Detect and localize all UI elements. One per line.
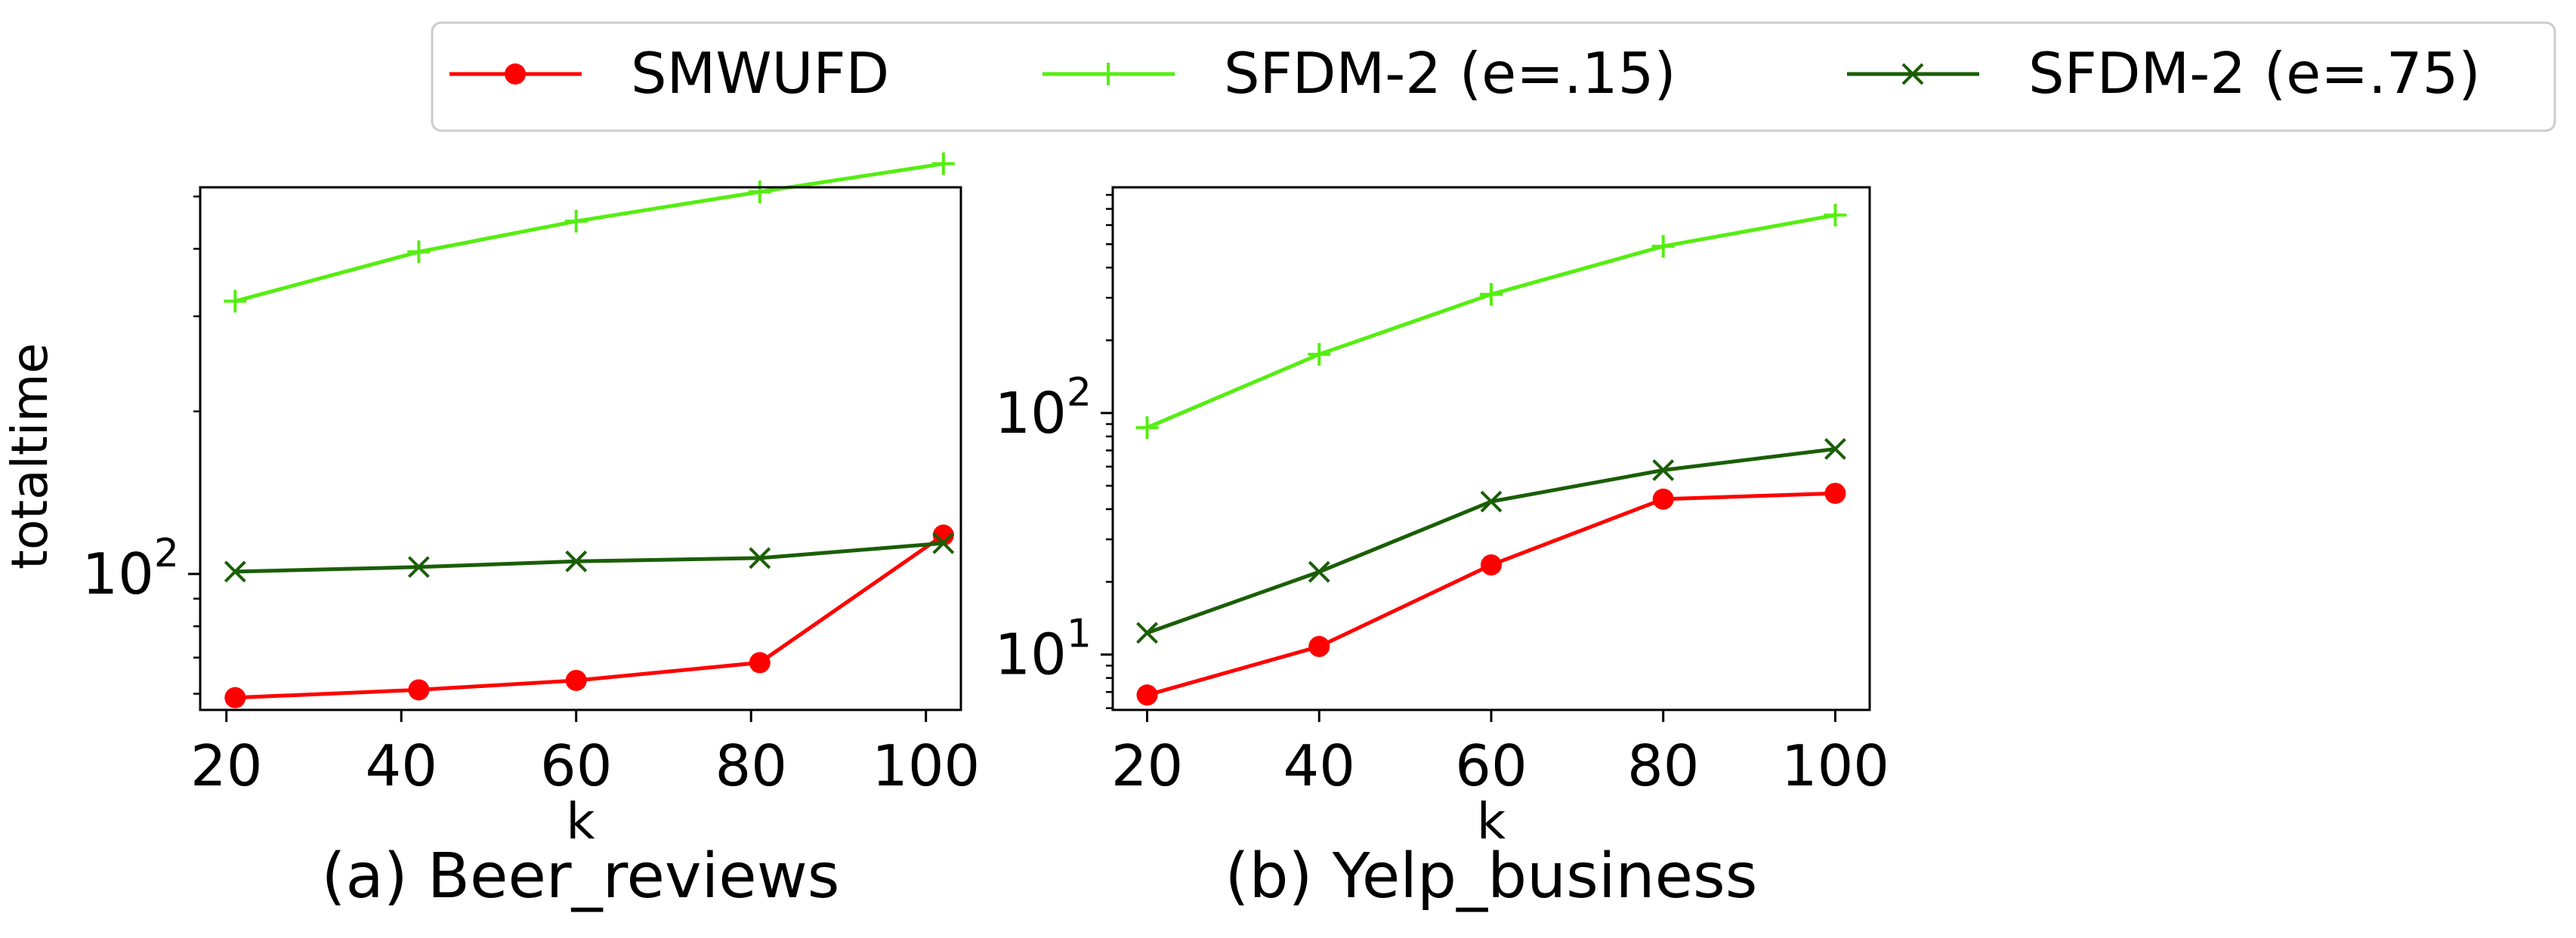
panel-b-yelp-business: 101 102 20 40 60 80 100 k(b) Yelp_business (994, 186, 1889, 912)
data-point-smwufd (1481, 554, 1502, 576)
data-point-sfdm-2-e-15 (748, 181, 771, 204)
data-point-sfdm-2-e-15 (1135, 416, 1159, 440)
legend-label-smwufd: SMWUFD (631, 40, 889, 106)
y-axis-label: totaltime (1, 343, 59, 569)
data-point-smwufd (224, 687, 246, 708)
x-tick-label: 60 (540, 733, 612, 799)
data-point-smwufd (1308, 636, 1330, 658)
series-line-sfdm-2-e-75 (235, 541, 944, 574)
legend-label-sfdm-2-e-75: SFDM-2 (e=.75) (2028, 40, 2481, 106)
y-tick-label: 101 (994, 612, 1092, 688)
x-tick-label: 40 (365, 733, 437, 799)
data-point-smwufd (932, 524, 954, 546)
data-point-sfdm-2-e-15 (1480, 282, 1503, 306)
x-tick-label: 40 (1283, 733, 1355, 799)
data-point-sfdm-2-e-15 (1308, 343, 1331, 366)
data-point-sfdm-2-e-75 (224, 560, 246, 583)
data-point-smwufd (408, 679, 430, 701)
series-line-sfdm-2-e-75 (1146, 447, 1836, 635)
axes-frame (199, 186, 962, 711)
y-tick-label: 102 (994, 370, 1092, 446)
data-point-smwufd (1824, 483, 1846, 504)
legend-marker-smwufd (505, 63, 526, 85)
data-point-sfdm-2-e-15 (407, 240, 431, 264)
x-axis-label: k (566, 792, 595, 850)
data-point-sfdm-2-e-75 (932, 532, 955, 554)
x-tick-label: 80 (1627, 733, 1699, 799)
data-point-smwufd (565, 669, 587, 691)
x-tick-label: 80 (715, 733, 786, 799)
data-point-sfdm-2-e-15 (1824, 203, 1847, 227)
data-point-sfdm-2-e-15 (1651, 235, 1675, 258)
data-point-sfdm-2-e-75 (1824, 438, 1846, 460)
data-point-sfdm-2-e-75 (1136, 622, 1158, 644)
legend-marker-sfdm-2-e-75 (1901, 63, 1924, 85)
data-point-sfdm-2-e-75 (1480, 490, 1503, 513)
series-line-sfdm-2-e-15 (234, 162, 944, 304)
x-axis-label: k (1477, 792, 1506, 850)
data-point-sfdm-2-e-15 (224, 289, 247, 313)
panel-caption: (b) Yelp_business (1225, 841, 1758, 912)
y-tick-label: 102 (82, 531, 179, 607)
x-tick-label: 20 (1111, 733, 1183, 799)
data-point-sfdm-2-e-75 (565, 550, 588, 572)
x-tick-label: 100 (872, 733, 980, 799)
x-tick-label: 20 (190, 733, 262, 799)
x-tick-label: 60 (1455, 733, 1527, 799)
series-line-smwufd (1146, 491, 1836, 697)
data-point-smwufd (749, 652, 771, 674)
data-point-sfdm-2-e-75 (407, 556, 430, 579)
data-point-sfdm-2-e-75 (749, 547, 771, 569)
data-point-sfdm-2-e-75 (1652, 459, 1675, 481)
legend-marker-sfdm-2-e-15 (1097, 63, 1120, 85)
legend-label-sfdm-2-e-15: SFDM-2 (e=.15) (1224, 40, 1676, 106)
legend-box (431, 21, 2556, 132)
data-point-smwufd (1652, 488, 1674, 510)
legend: SMWUFD SFDM-2 (e=.15) SFDM-2 (e=.75) (431, 21, 2556, 132)
series-line-sfdm-2-e-15 (1146, 213, 1836, 430)
panel-a-beer-reviews: 102 20 40 60 80 100 k totaltime (a) Beer_reviews (1, 152, 980, 912)
data-point-sfdm-2-e-15 (564, 209, 588, 233)
data-point-sfdm-2-e-15 (931, 152, 955, 175)
plots: 102 20 40 60 80 100 k totaltime (a) Beer_reviews… (1, 152, 1889, 912)
panel-caption: (a) Beer_reviews (321, 841, 839, 912)
axes-frame (1111, 186, 1871, 711)
x-tick-label: 100 (1781, 733, 1889, 799)
data-point-smwufd (1136, 684, 1158, 706)
data-point-sfdm-2-e-75 (1308, 560, 1330, 583)
